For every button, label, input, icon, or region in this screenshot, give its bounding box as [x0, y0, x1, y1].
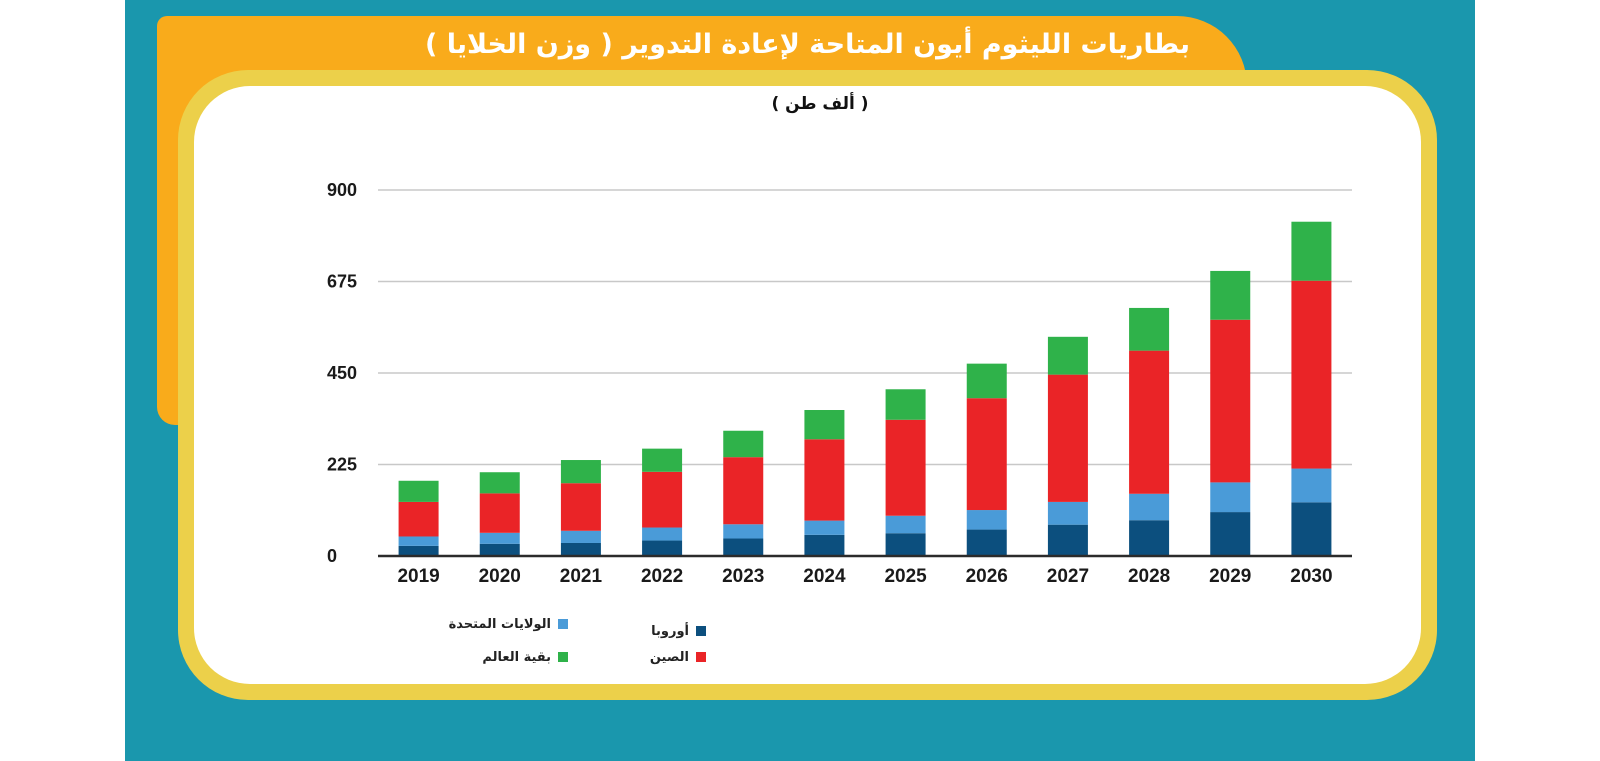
bar-europe-2030	[1291, 502, 1332, 556]
legend-item-europe: أوروبا	[651, 621, 706, 641]
bar-china-2030	[1291, 280, 1332, 469]
chart-title: بطاريات الليثوم أيون المتاحة لإعادة التد…	[424, 29, 1190, 60]
bar-china-2027	[1047, 374, 1088, 502]
legend-item-us: الولايات المتحدة	[449, 614, 568, 634]
x-tick-label-2019: 2019	[397, 566, 439, 587]
x-tick-label-2027: 2027	[1047, 566, 1089, 587]
bar-rest-2020	[479, 472, 520, 494]
bar-us-2025	[885, 515, 926, 534]
bar-europe-2019	[398, 545, 439, 556]
bar-us-2024	[804, 520, 845, 535]
bar-europe-2026	[966, 529, 1007, 556]
bar-china-2026	[966, 398, 1007, 511]
legend-swatch-us	[558, 619, 568, 629]
bar-us-2019	[398, 536, 439, 546]
legend-label-rest: بقية العالم	[482, 649, 551, 665]
bar-europe-2023	[723, 538, 764, 556]
bar-rest-2029	[1210, 270, 1251, 320]
bar-europe-2021	[560, 542, 601, 556]
bar-us-2021	[560, 530, 601, 543]
legend-label-us: الولايات المتحدة	[448, 616, 551, 632]
bar-rest-2024	[804, 410, 845, 440]
bar-us-2022	[642, 527, 683, 541]
bar-us-2030	[1291, 468, 1332, 503]
x-tick-label-2020: 2020	[479, 566, 521, 587]
bar-china-2025	[885, 419, 926, 516]
bar-rest-2027	[1047, 336, 1088, 375]
x-tick-label-2026: 2026	[966, 566, 1008, 587]
bar-us-2029	[1210, 482, 1251, 513]
bar-rest-2030	[1291, 221, 1332, 281]
bar-europe-2022	[642, 540, 683, 556]
y-tick-label-0: 0	[327, 546, 337, 566]
bar-rest-2026	[966, 363, 1007, 399]
bar-europe-2029	[1210, 512, 1251, 556]
y-tick-label-225: 225	[327, 455, 357, 475]
bar-china-2029	[1210, 319, 1251, 483]
chart-unit-label: ( ألف طن )	[771, 94, 869, 114]
legend-label-europe: أوروبا	[651, 623, 689, 639]
bar-rest-2019	[398, 480, 439, 502]
y-tick-label-675: 675	[327, 272, 357, 292]
bar-china-2024	[804, 439, 845, 521]
bar-rest-2023	[723, 430, 764, 458]
bar-rest-2021	[560, 460, 601, 484]
bar-us-2023	[723, 524, 764, 539]
x-tick-label-2030: 2030	[1290, 566, 1332, 587]
x-tick-label-2022: 2022	[641, 566, 683, 587]
legend-label-china: الصين	[649, 649, 689, 665]
legend-swatch-rest	[558, 652, 568, 662]
bar-china-2023	[723, 457, 764, 525]
x-tick-label-2023: 2023	[722, 566, 764, 587]
y-tick-label-900: 900	[327, 180, 357, 200]
x-tick-label-2021: 2021	[560, 566, 603, 587]
bar-china-2028	[1129, 350, 1170, 494]
bar-china-2019	[398, 501, 439, 537]
x-tick-label-2025: 2025	[884, 566, 927, 587]
bar-europe-2027	[1047, 524, 1088, 556]
bar-china-2022	[642, 471, 683, 528]
bar-europe-2025	[885, 533, 926, 556]
y-tick-label-450: 450	[327, 363, 357, 383]
bar-rest-2025	[885, 389, 926, 420]
legend-item-china: الصين	[650, 647, 706, 667]
bar-china-2021	[560, 483, 601, 531]
bar-china-2020	[479, 493, 520, 533]
x-tick-label-2028: 2028	[1128, 566, 1170, 587]
bar-rest-2028	[1129, 307, 1170, 351]
x-tick-label-2024: 2024	[803, 566, 846, 587]
bar-europe-2020	[479, 543, 520, 556]
bar-rest-2022	[642, 448, 683, 472]
bar-us-2026	[966, 510, 1007, 530]
legend-item-rest: بقية العالم	[482, 647, 568, 667]
bar-europe-2024	[804, 534, 845, 556]
legend-swatch-europe	[696, 626, 706, 636]
bar-us-2027	[1047, 501, 1088, 525]
legend-swatch-china	[696, 652, 706, 662]
bar-europe-2028	[1129, 520, 1170, 556]
bar-us-2020	[479, 532, 520, 544]
bar-us-2028	[1129, 493, 1170, 521]
x-tick-label-2029: 2029	[1209, 566, 1251, 587]
